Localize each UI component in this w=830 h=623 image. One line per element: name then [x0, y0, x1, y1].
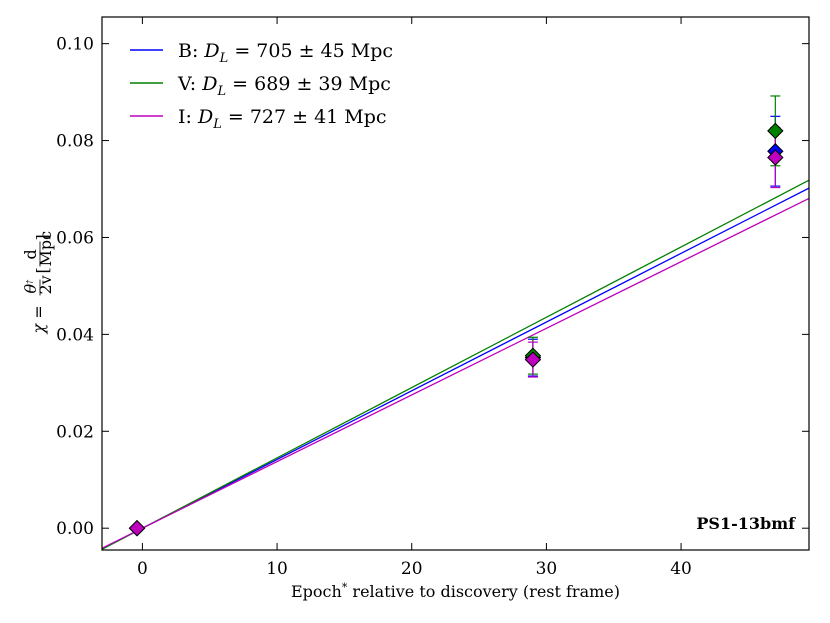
y-tick-label: 0.04: [56, 325, 94, 345]
x-tick-label: 10: [266, 559, 288, 579]
y-tick-label: 0.06: [56, 228, 94, 248]
y-label-bracket-open: [: [33, 267, 52, 273]
y-label-bracket-close: ]: [33, 234, 52, 240]
y-label-unit-den: Mpc: [36, 231, 55, 267]
data-point-i: [767, 149, 784, 166]
fit-line-b: [102, 187, 809, 550]
legend-entry-v: V: DL = 689 ± 39 Mpc: [177, 73, 391, 99]
x-axis-label: Epoch* relative to discovery (rest frame…: [291, 581, 620, 602]
axis-ticks: [102, 17, 809, 550]
object-annotation: PS1-13bmf: [696, 514, 796, 533]
y-label-frac-den: 2v: [36, 275, 55, 294]
plot-frame: [101, 16, 810, 551]
fit-lines: [102, 179, 809, 550]
tick-labels: 0 10 20 30 40 0.00 0.02 0.04 0.06 0.08 0.10: [56, 35, 692, 579]
data-point-v: [767, 122, 784, 140]
legend: B: DL = 705 ± 45 Mpc V: DL = 689 ± 39 Mpc…: [130, 40, 393, 132]
x-tick-label: 40: [670, 559, 692, 579]
legend-entry-b: B: DL = 705 ± 45 Mpc: [178, 40, 393, 66]
fit-line-i: [102, 197, 809, 549]
fit-line-v: [102, 179, 809, 550]
data-point-i: [128, 519, 146, 537]
x-tick-label: 0: [137, 559, 148, 579]
y-tick-label: 0.02: [56, 422, 94, 442]
x-tick-label: 20: [401, 559, 423, 579]
y-tick-label: 0.00: [56, 519, 94, 539]
y-tick-label: 0.10: [56, 35, 94, 55]
y-axis-label: χ = θ† 2v [ d Mpc ]: [21, 231, 55, 335]
legend-entry-i: I: DL = 727 ± 41 Mpc: [178, 106, 387, 132]
y-label-unit-num: d: [21, 249, 40, 259]
data-markers: [128, 122, 784, 537]
y-label-lhs: χ =: [29, 305, 48, 334]
error-bars: [527, 95, 781, 378]
x-tick-label: 30: [536, 559, 558, 579]
y-tick-label: 0.08: [56, 132, 94, 152]
data-point-i: [524, 351, 542, 368]
y-label-frac-num: θ†: [21, 279, 40, 294]
